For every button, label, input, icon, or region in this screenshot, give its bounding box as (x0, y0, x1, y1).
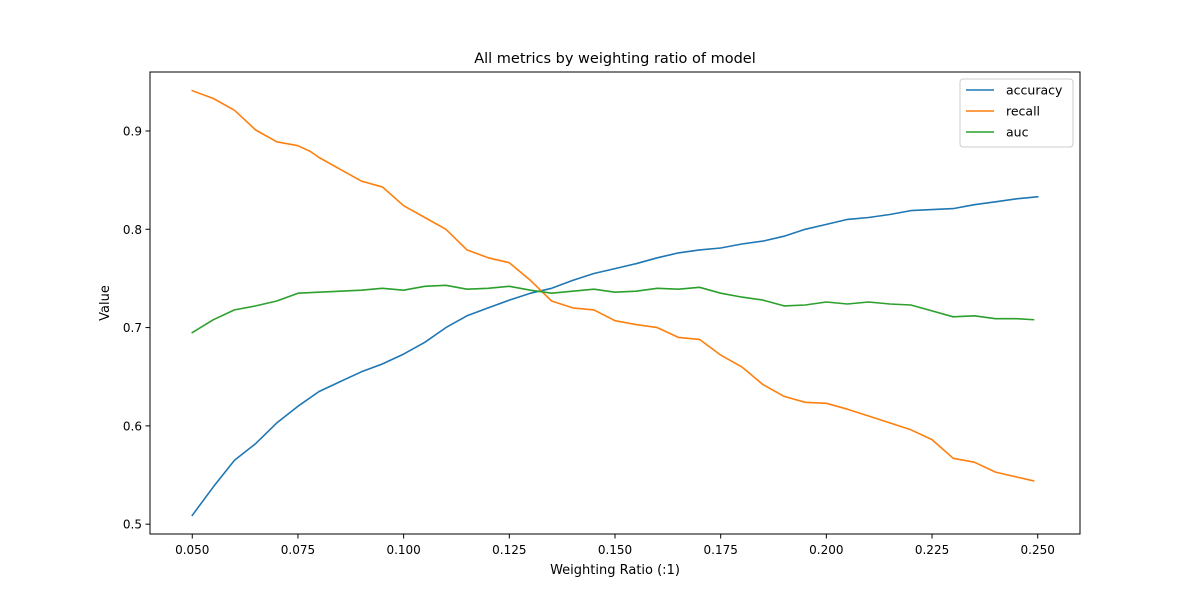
legend-label-auc: auc (1006, 125, 1029, 140)
y-tick-label: 0.7 (123, 321, 142, 335)
y-tick-label: 0.8 (123, 223, 142, 237)
x-tick-label: 0.075 (281, 543, 315, 557)
legend-label-accuracy: accuracy (1006, 83, 1063, 98)
x-tick-label: 0.050 (175, 543, 209, 557)
series-line-auc (191, 284, 1035, 334)
legend: accuracy recall auc (959, 78, 1074, 148)
x-tick-label: 0.250 (1021, 543, 1055, 557)
x-tick-label: 0.100 (386, 543, 420, 557)
y-tick-label: 0.9 (123, 124, 142, 138)
series-layer (191, 89, 1039, 517)
x-tick-label: 0.125 (492, 543, 526, 557)
legend-label-recall: recall (1006, 104, 1040, 119)
x-tick-label: 0.175 (704, 543, 738, 557)
x-tick-label: 0.150 (598, 543, 632, 557)
y-tick-label: 0.6 (123, 419, 142, 433)
series-line-recall (191, 89, 1035, 482)
series-line-accuracy (191, 195, 1039, 517)
x-tick-label: 0.225 (915, 543, 949, 557)
chart-title: All metrics by weighting ratio of model (474, 51, 756, 67)
legend-box (959, 78, 1074, 148)
x-axis-label: Weighting Ratio (:1) (550, 563, 680, 578)
x-tick-label: 0.200 (809, 543, 843, 557)
x-axis: 0.050 0.075 0.100 0.125 0.150 0.175 0.200 0.225… (175, 534, 1055, 557)
y-tick-label: 0.5 (123, 518, 142, 532)
y-axis: 0.5 0.6 0.7 0.8 0.9 (123, 124, 150, 532)
y-axis-label: Value (98, 285, 113, 321)
